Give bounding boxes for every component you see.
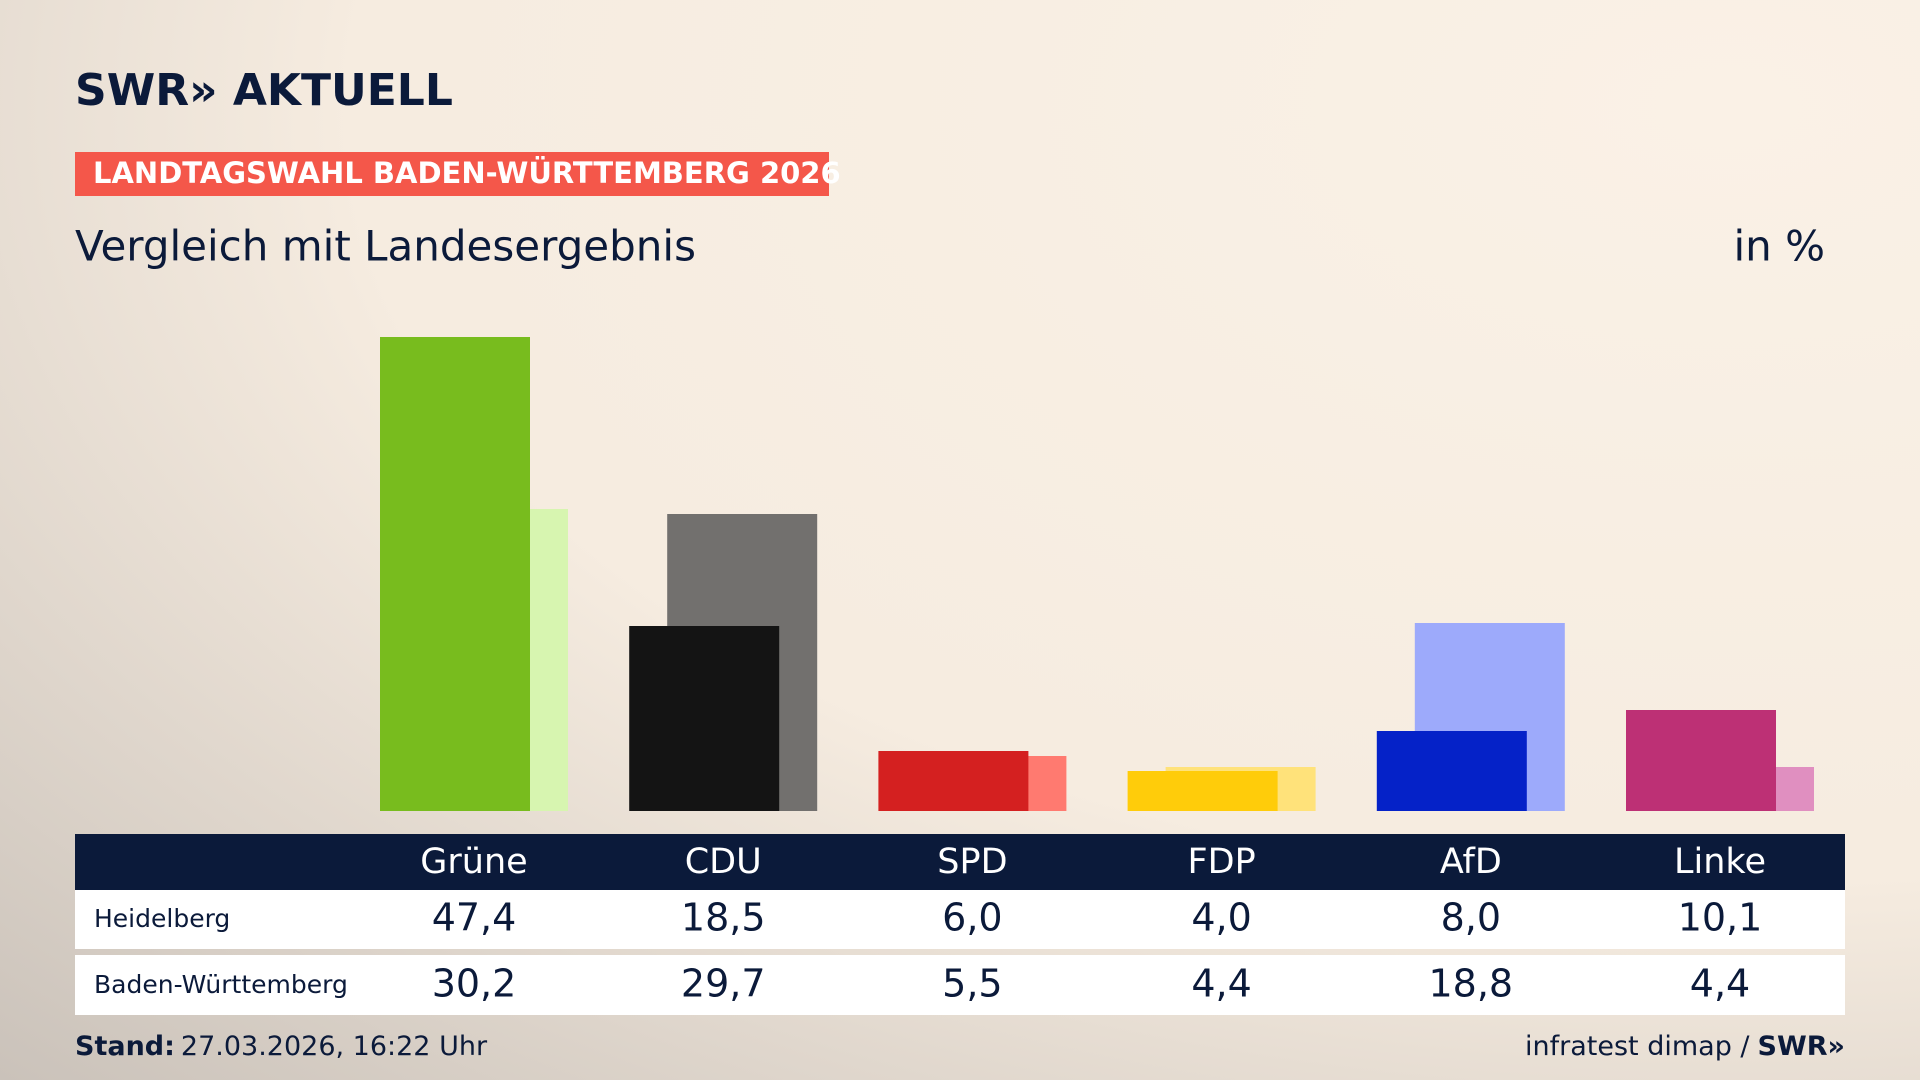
- category-label: SPD: [937, 842, 1007, 882]
- table-row: [75, 890, 1845, 949]
- banner-bg: [75, 152, 829, 196]
- value-label: 18,8: [1428, 962, 1513, 1006]
- source: infratest dimap /: [1525, 1031, 1750, 1062]
- stand-label: Stand:: [75, 1031, 175, 1062]
- table: Grüne 47,4 30,2 CDU 18,5 29,7 SPD 6,0 5,5 FDP 4,0 4…: [94, 842, 1766, 1006]
- value-label: 10,1: [1678, 896, 1763, 940]
- bar: [1376, 731, 1527, 811]
- table-row: [75, 955, 1845, 1015]
- bar: [1127, 771, 1278, 811]
- bar: [878, 751, 1029, 811]
- bar: [1626, 710, 1776, 811]
- value-label: 4,0: [1191, 896, 1251, 940]
- logo: SWR» AKTUELL: [75, 65, 453, 116]
- category-label: Linke: [1674, 842, 1766, 882]
- table-header: [75, 834, 1845, 890]
- source-logo: SWR»: [1758, 1031, 1845, 1062]
- legend-label: Baden-Württemberg: [94, 970, 348, 999]
- stand-value: 27.03.2026, 16:22 Uhr: [181, 1031, 488, 1062]
- subtitle: Vergleich mit Landesergebnis: [75, 222, 696, 271]
- value-label: 30,2: [432, 962, 517, 1006]
- category-label: Grüne: [420, 842, 527, 882]
- legend-label: Heidelberg: [94, 904, 230, 933]
- bars: [380, 337, 1814, 811]
- category-label: FDP: [1187, 842, 1255, 882]
- unit: in %: [1733, 222, 1825, 271]
- value-label: 8,0: [1441, 896, 1501, 940]
- banner: LANDTAGSWAHL BADEN-WÜRTTEMBERG 2026: [93, 156, 841, 190]
- value-label: 5,5: [942, 962, 1002, 1006]
- footer-stand: Stand: 27.03.2026, 16:22 Uhr: [75, 1031, 488, 1062]
- value-label: 6,0: [942, 896, 1002, 940]
- value-label: 4,4: [1690, 962, 1750, 1006]
- value-label: 4,4: [1191, 962, 1251, 1006]
- value-label: 47,4: [432, 896, 517, 940]
- footer-source: infratest dimap / SWR»: [1525, 1031, 1845, 1062]
- category-label: AfD: [1440, 842, 1502, 882]
- category-label: CDU: [685, 842, 762, 882]
- value-label: 18,5: [681, 896, 766, 940]
- value-label: 29,7: [681, 962, 766, 1006]
- bar: [629, 626, 780, 811]
- bar: [380, 337, 530, 811]
